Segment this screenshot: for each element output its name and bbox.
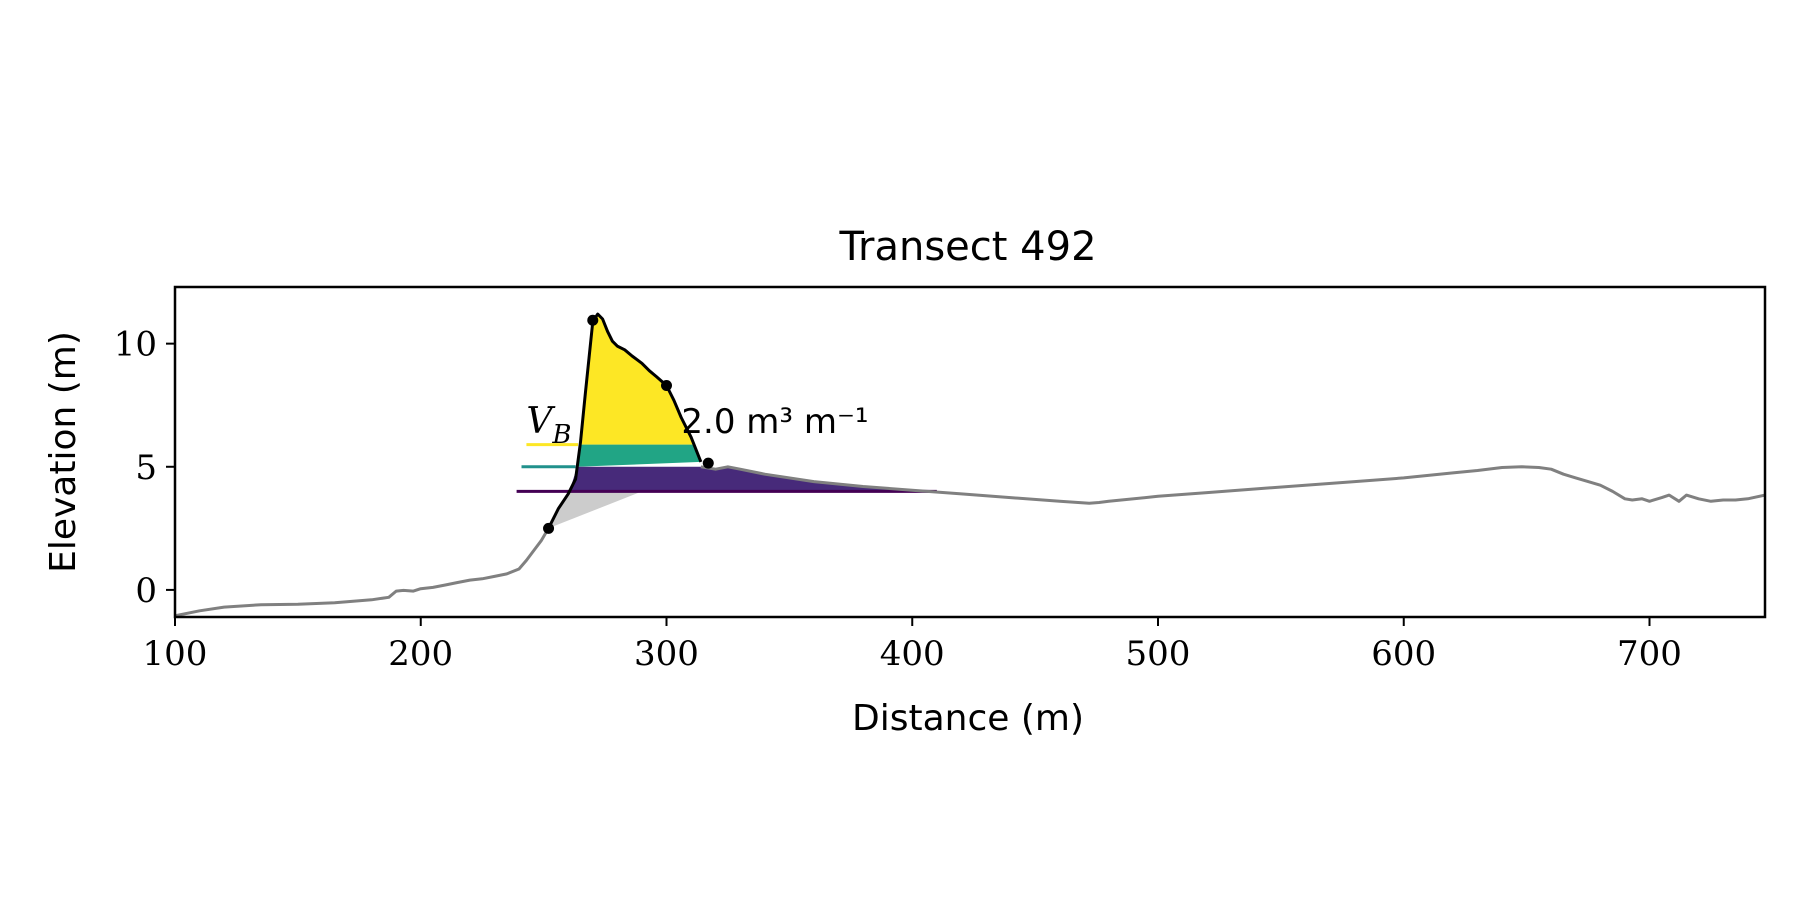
axes-frame bbox=[173, 285, 1767, 619]
x-tick-label-600: 600 bbox=[1371, 634, 1436, 674]
x-axis-label: Distance (m) bbox=[852, 698, 1084, 739]
profile-line-0 bbox=[175, 527, 550, 617]
middle-fill bbox=[577, 444, 701, 467]
dune-marker-2 bbox=[660, 380, 672, 392]
profile-line-1 bbox=[700, 465, 1765, 505]
dune-markers bbox=[543, 314, 714, 534]
x-axis-ticks: 100 200 300 400 500 600 700 bbox=[143, 617, 1682, 674]
profile-lines bbox=[175, 312, 1765, 617]
x-tick-label-300: 300 bbox=[634, 634, 699, 674]
annotation-subscript: B bbox=[551, 420, 571, 450]
upper-fill bbox=[580, 314, 694, 445]
x-tick-label-500: 500 bbox=[1126, 634, 1191, 674]
y-axis-label: Elevation (m) bbox=[43, 331, 84, 573]
y-axis-ticks: 0 5 10 bbox=[114, 325, 175, 611]
x-tick-label-200: 200 bbox=[388, 634, 453, 674]
plot-area: V B 2.0 m³ m⁻¹ bbox=[175, 312, 1765, 617]
level-lines bbox=[516, 443, 937, 493]
dune-marker-0 bbox=[543, 522, 555, 534]
dune-marker-3 bbox=[702, 457, 714, 469]
y-tick-label-5: 5 bbox=[135, 448, 157, 488]
dune-outline bbox=[547, 312, 703, 529]
y-tick-label-0: 0 bbox=[135, 571, 157, 611]
x-tick-label-100: 100 bbox=[143, 634, 208, 674]
x-tick-label-400: 400 bbox=[880, 634, 945, 674]
chart-title: Transect 492 bbox=[838, 224, 1096, 270]
annotation-symbol: V bbox=[526, 401, 556, 442]
toe-fill bbox=[548, 491, 642, 529]
x-tick-label-700: 700 bbox=[1617, 634, 1682, 674]
volume-annotation: V B 2.0 m³ m⁻¹ bbox=[526, 401, 868, 450]
dune-marker-1 bbox=[587, 314, 599, 326]
y-tick-label-10: 10 bbox=[114, 325, 157, 365]
annotation-value: 2.0 m³ m⁻¹ bbox=[681, 402, 868, 442]
